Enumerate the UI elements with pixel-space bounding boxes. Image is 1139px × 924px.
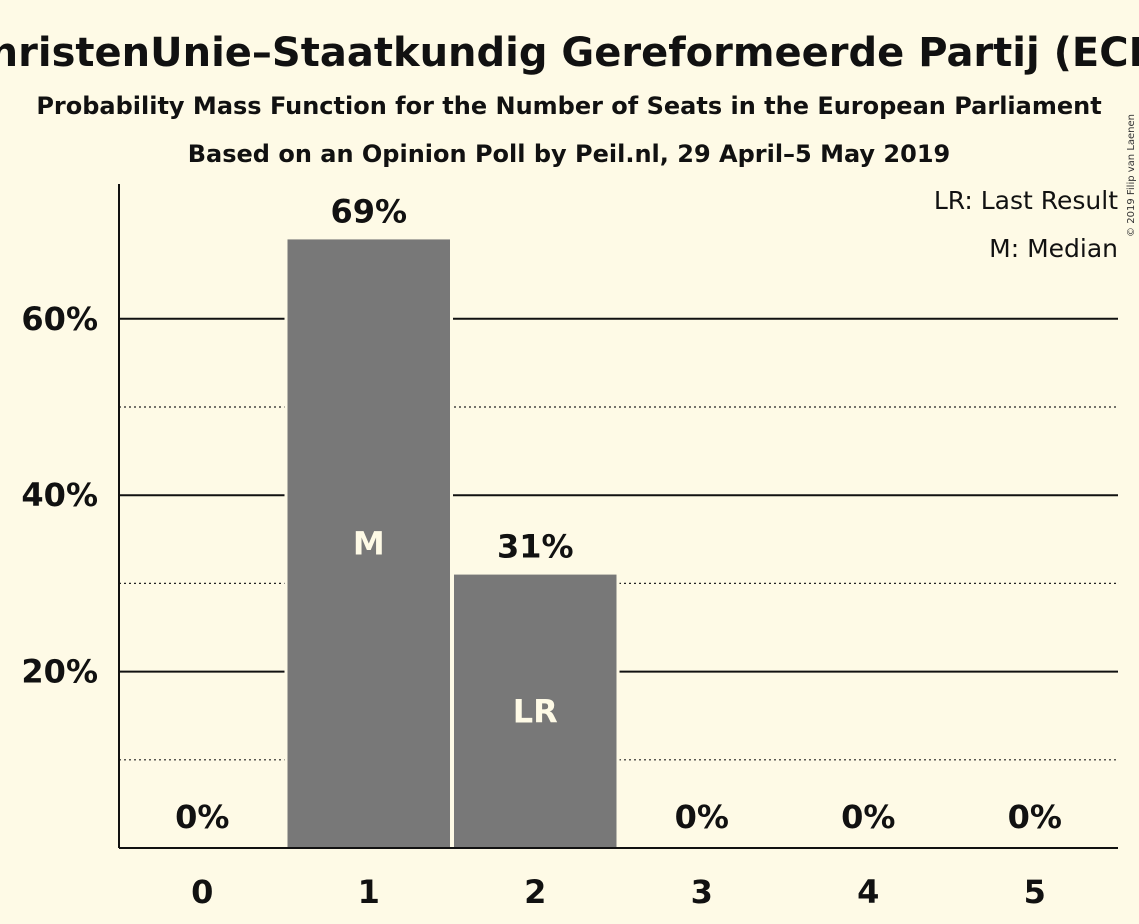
copyright-text: © 2019 Filip van Laenen [1126,114,1137,237]
legend-last-result: LR: Last Result [934,186,1118,215]
chart-subtitle: Probability Mass Function for the Number… [36,92,1101,120]
value-label: 0% [841,798,895,836]
in-bar-label: M [353,525,385,563]
value-label: 0% [1008,798,1062,836]
bar-seat-1 [287,239,450,849]
y-tick-label: 60% [21,300,98,338]
legend-median: M: Median [989,234,1118,263]
x-tick-label: 0 [191,873,213,911]
bars [284,238,620,849]
x-tick-label: 4 [857,873,879,911]
value-label: 69% [330,192,407,230]
x-tick-label: 3 [691,873,713,911]
x-tick-label: 5 [1024,873,1046,911]
y-tick-label: 20% [21,653,98,691]
x-tick-label: 1 [358,873,380,911]
value-label: 0% [675,798,729,836]
value-label: 31% [497,528,574,566]
value-label: 0% [175,798,229,836]
in-bar-label: LR [513,692,558,730]
bar-seat-2 [454,574,617,848]
chart-title: ChristenUnie–Staatkundig Gereformeerde P… [0,30,1139,76]
x-tick-label: 2 [524,873,546,911]
axes [118,184,1118,849]
chart-source: Based on an Opinion Poll by Peil.nl, 29 … [188,140,950,168]
y-tick-label: 40% [21,476,98,514]
